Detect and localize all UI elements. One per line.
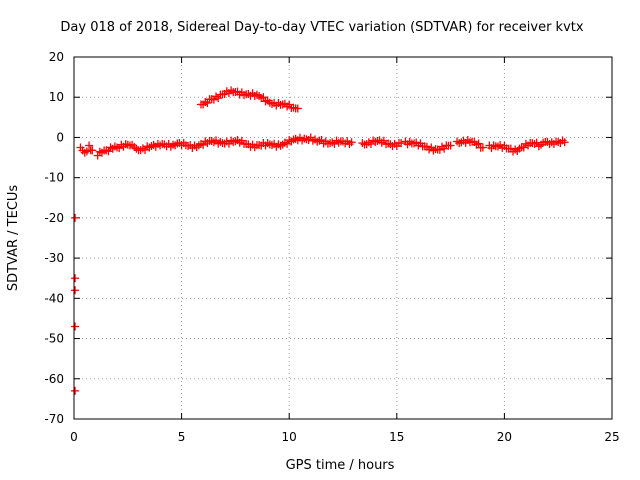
data-point [397, 139, 406, 148]
data-point [85, 141, 94, 150]
y-tick-label: -60 [44, 372, 64, 386]
x-tick-labels: 0 5 10 15 20 25 [70, 430, 619, 444]
y-tick-label: -70 [44, 412, 64, 426]
y-tick-label: 20 [49, 50, 64, 64]
data-point [474, 139, 483, 148]
plot-frame [73, 56, 613, 420]
x-tick-label: 20 [497, 430, 512, 444]
y-tick-label: -40 [44, 291, 64, 305]
x-tick-label: 25 [604, 430, 619, 444]
y-axis-label: SDTVAR / TECUs [6, 185, 21, 292]
y-tick-label: -30 [44, 251, 64, 265]
data-points [71, 86, 569, 395]
data-point [259, 93, 268, 102]
x-tick-label: 10 [282, 430, 297, 444]
outlier-point [71, 322, 80, 331]
outlier-point [71, 213, 80, 222]
y-tick-labels: 20 10 0 -10 -20 -30 -40 -50 -60 -70 [44, 50, 64, 426]
outlier-point [71, 386, 80, 395]
data-point [293, 104, 302, 113]
y-tick-label: 0 [56, 130, 64, 144]
y-tick-label: -50 [44, 332, 64, 346]
data-point [560, 138, 569, 147]
data-point [88, 146, 97, 155]
y-tick-label: -10 [44, 171, 64, 185]
y-tick-label: 10 [49, 90, 64, 104]
grid-layer [74, 57, 612, 419]
chart-title: Day 018 of 2018, Sidereal Day-to-day VTE… [60, 20, 583, 35]
x-tick-label: 5 [178, 430, 186, 444]
x-tick-label: 0 [70, 430, 78, 444]
y-tick-label: -20 [44, 211, 64, 225]
data-point [446, 141, 455, 150]
x-axis-label: GPS time / hours [286, 458, 395, 473]
tick-layer [73, 56, 613, 420]
data-point [478, 143, 487, 152]
outlier-point [71, 286, 80, 295]
data-point [82, 147, 91, 156]
x-tick-label: 15 [389, 430, 404, 444]
data-point [347, 138, 356, 147]
outlier-point [71, 274, 80, 283]
